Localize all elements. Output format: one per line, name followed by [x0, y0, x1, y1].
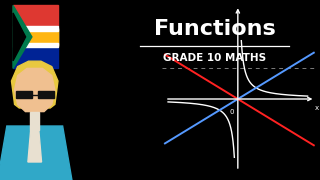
- Polygon shape: [12, 61, 58, 108]
- Polygon shape: [28, 126, 42, 162]
- Text: 0: 0: [230, 109, 235, 115]
- Bar: [28, 29, 58, 45]
- Bar: [13, 5, 58, 26]
- Polygon shape: [15, 68, 55, 112]
- Text: Functions: Functions: [154, 19, 276, 39]
- Text: GRADE 10 MATHS: GRADE 10 MATHS: [163, 53, 266, 63]
- Bar: [27, 43, 58, 46]
- Polygon shape: [13, 5, 32, 68]
- Bar: [27, 28, 58, 31]
- Polygon shape: [13, 13, 26, 61]
- Bar: [13, 47, 58, 68]
- Polygon shape: [0, 126, 72, 180]
- Bar: [38, 91, 54, 98]
- Bar: [30, 112, 39, 130]
- Bar: [13, 26, 58, 47]
- Text: x: x: [315, 105, 319, 111]
- Bar: [16, 91, 32, 98]
